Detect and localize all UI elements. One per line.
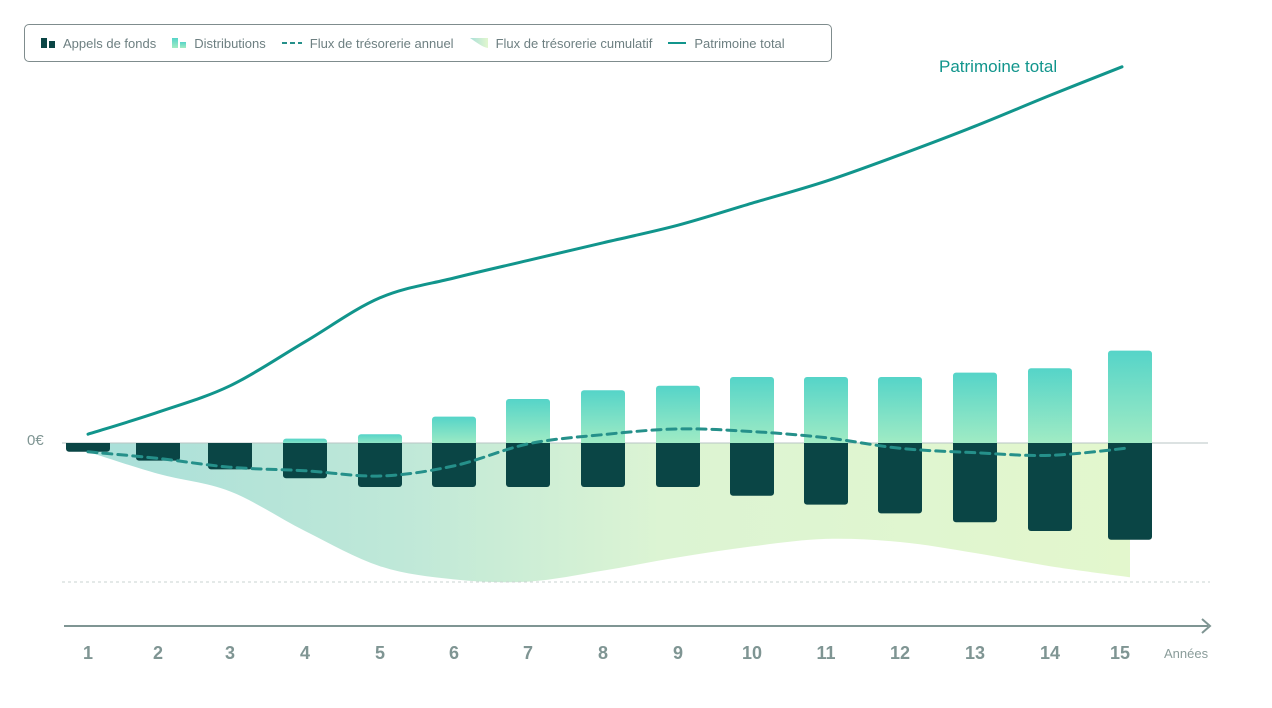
legend-item-annual[interactable]: Flux de trésorerie annuel: [281, 35, 454, 51]
capital-call-bar-top: [136, 443, 180, 446]
x-tick-label: 11: [816, 643, 835, 663]
capital-call-bar-top: [432, 443, 476, 446]
capital-call-bar[interactable]: [656, 443, 700, 487]
distribution-bar[interactable]: [1028, 368, 1072, 446]
capital-call-bar-top: [208, 443, 252, 446]
x-tick-label: 12: [890, 643, 910, 663]
x-tick-label: 14: [1040, 643, 1060, 663]
capital-call-bar[interactable]: [953, 443, 997, 523]
annual-dash-swatch-icon: [281, 42, 302, 44]
legend-item-total[interactable]: Patrimoine total: [668, 35, 785, 51]
x-tick-label: 3: [225, 643, 235, 663]
x-tick-label: 6: [449, 643, 459, 663]
x-tick-label: 10: [742, 643, 762, 663]
capital-call-bar-top: [1108, 443, 1152, 446]
capital-call-bar[interactable]: [581, 443, 625, 487]
distribution-bar[interactable]: [581, 390, 625, 446]
capital-call-bar-top: [358, 443, 402, 446]
capital-call-bar[interactable]: [283, 443, 327, 479]
legend-label-calls: Appels de fonds: [63, 35, 157, 51]
x-tick-label: 2: [153, 643, 163, 663]
chart-legend: Appels de fonds Distributions Flux de tr…: [24, 24, 832, 62]
x-axis-label: Années: [1164, 646, 1209, 661]
distribution-bar[interactable]: [878, 377, 922, 446]
x-axis-arrow-icon: [1201, 618, 1212, 634]
capital-call-bar[interactable]: [730, 443, 774, 496]
distribution-bar[interactable]: [730, 377, 774, 446]
x-tick-label: 7: [523, 643, 533, 663]
capital-call-bar-top: [730, 443, 774, 446]
zero-label: 0€: [27, 432, 44, 449]
cumulative-area-swatch-icon: [469, 38, 488, 48]
capital-call-bar-top: [66, 443, 110, 446]
distribution-bar[interactable]: [432, 416, 476, 446]
distribution-bar[interactable]: [1108, 350, 1152, 446]
distribution-bar[interactable]: [506, 399, 550, 446]
x-tick-label: 15: [1110, 643, 1130, 663]
legend-item-calls[interactable]: Appels de fonds: [41, 36, 156, 51]
capital-call-bar[interactable]: [1028, 443, 1072, 531]
total-line-label: Patrimoine total: [939, 57, 1057, 76]
legend-label-cumulative: Flux de trésorerie cumulatif: [495, 35, 653, 51]
capital-call-bar-top: [878, 443, 922, 446]
x-tick-label: 5: [375, 643, 385, 663]
legend-item-cumulative[interactable]: Flux de trésorerie cumulatif: [469, 35, 653, 51]
x-tick-label: 1: [83, 643, 93, 663]
legend-label-annual: Flux de trésorerie annuel: [309, 35, 454, 51]
capital-call-bar-top: [1028, 443, 1072, 446]
x-tick-label: 9: [673, 643, 683, 663]
calls-swatch-icon: [41, 38, 55, 48]
capital-call-bar-top: [656, 443, 700, 446]
distribution-bar[interactable]: [804, 377, 848, 446]
distribution-bar[interactable]: [656, 385, 700, 446]
x-tick-label: 4: [300, 643, 310, 663]
x-tick-label: 13: [965, 643, 985, 663]
legend-label-total: Patrimoine total: [694, 35, 785, 51]
capital-call-bar[interactable]: [358, 443, 402, 487]
capital-call-bar[interactable]: [804, 443, 848, 505]
x-tick-label: 8: [598, 643, 608, 663]
legend-label-distributions: Distributions: [194, 35, 266, 51]
cumulative-cashflow-area: [88, 443, 1130, 583]
capital-call-bar-top: [283, 443, 327, 446]
capital-call-bar[interactable]: [1108, 443, 1152, 540]
capital-call-bar-top: [953, 443, 997, 446]
capital-call-bar[interactable]: [506, 443, 550, 487]
distribution-bar[interactable]: [953, 372, 997, 446]
capital-call-bar[interactable]: [878, 443, 922, 514]
capital-call-bar-top: [581, 443, 625, 446]
total-line-swatch-icon: [668, 42, 687, 44]
distributions-swatch-icon: [172, 38, 187, 48]
annual-cashflow-line[interactable]: [86, 427, 1132, 478]
capital-call-bar-top: [804, 443, 848, 446]
capital-call-bar[interactable]: [208, 443, 252, 470]
total-wealth-line[interactable]: [86, 65, 1124, 436]
legend-item-distributions[interactable]: Distributions: [172, 36, 266, 51]
